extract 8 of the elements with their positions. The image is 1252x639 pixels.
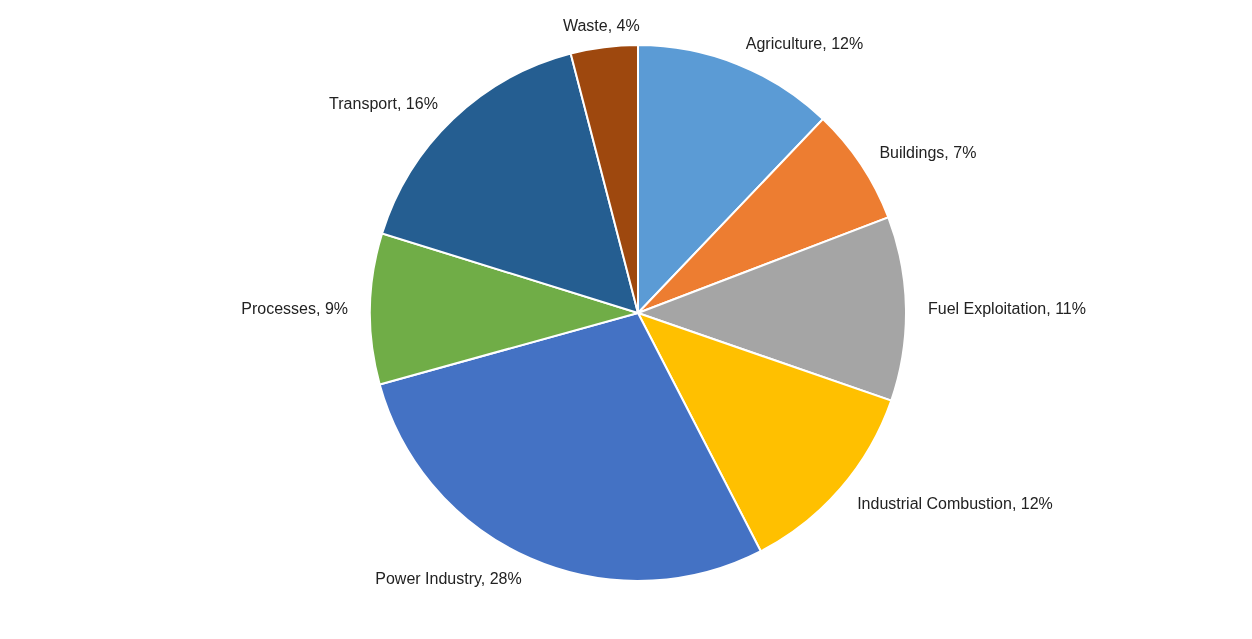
slice-label: Industrial Combustion, 12% bbox=[857, 494, 1053, 512]
slice-label: Transport, 16% bbox=[329, 94, 438, 112]
slice-label: Fuel Exploitation, 11% bbox=[927, 300, 1086, 317]
slice-label: Power Industry, 28% bbox=[375, 570, 522, 588]
slice-label: Processes, 9% bbox=[241, 300, 349, 317]
slice-label: Buildings, 7% bbox=[879, 143, 977, 161]
slice-label: Waste, 4% bbox=[562, 16, 640, 34]
slice-label: Agriculture, 12% bbox=[745, 35, 864, 53]
